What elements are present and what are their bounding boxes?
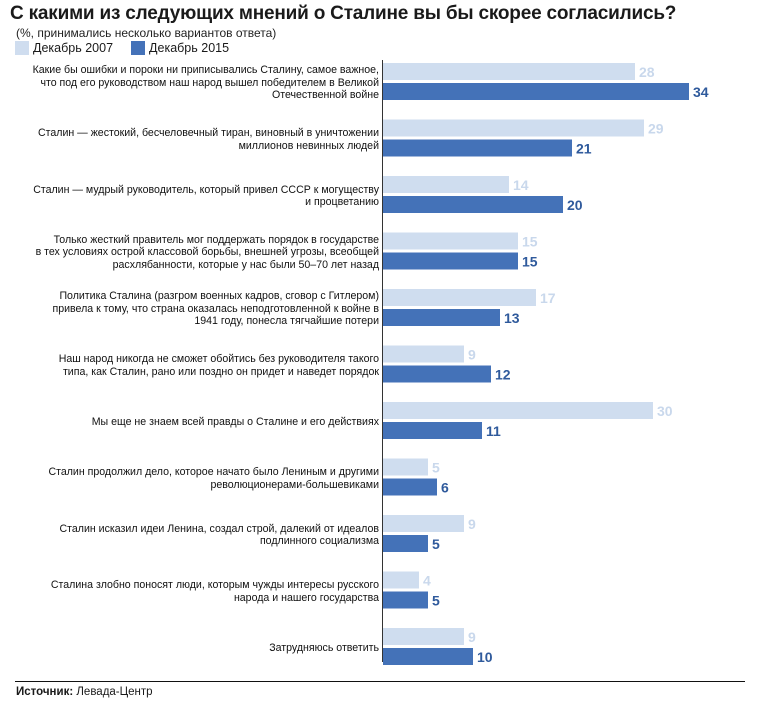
source-label: Источник: — [16, 686, 74, 698]
bar-2007 — [383, 458, 428, 476]
data-label-2015: 5 — [432, 593, 440, 609]
category-label-line: Только жесткий правитель мог поддержать … — [53, 233, 379, 246]
category-label-line: революционерами-большевиками — [210, 478, 379, 491]
category-label: Сталин исказил идеи Ленина, создал строй… — [7, 523, 379, 548]
data-label-2007: 9 — [468, 629, 476, 645]
category-label-line: Сталин — жестокий, бесчеловечный тиран, … — [38, 127, 379, 140]
legend: Декабрь 2007 Декабрь 2015 — [15, 41, 247, 55]
category-label-line: что под его руководством наш народ вышел… — [40, 76, 379, 89]
data-label-2015: 20 — [567, 197, 583, 213]
category-label-line: и процветанию — [305, 196, 379, 208]
category-label-line: расхлябанности, которые у нас были 50–70… — [112, 258, 379, 271]
category-label-line: подлинного социализма — [259, 535, 379, 547]
data-label-2007: 9 — [468, 516, 476, 532]
category-label-line: Наш народ никогда не сможет обойтись без… — [58, 353, 379, 366]
legend-swatch-2007 — [15, 41, 29, 55]
category-label-line: Сталина злобно поносят люди, которым чуж… — [50, 579, 379, 592]
bar-2015 — [383, 365, 491, 383]
data-label-2015: 10 — [477, 649, 493, 665]
data-label-2007: 14 — [513, 177, 529, 193]
category-label: Политика Сталина (разгром военных кадров… — [7, 290, 379, 327]
source-note: Источник: Левада-Центр — [16, 686, 153, 698]
bar-2015 — [383, 309, 500, 326]
data-label-2007: 9 — [468, 347, 476, 363]
data-label-2015: 21 — [576, 141, 592, 157]
data-label-2015: 15 — [522, 254, 538, 270]
category-label-line: в тех условиях острой классовой борьбы, … — [35, 246, 379, 259]
data-label-2015: 13 — [504, 310, 520, 326]
category-label: Только жесткий правитель мог поддержать … — [7, 234, 379, 271]
bar-2015 — [383, 139, 572, 157]
bar-2015 — [383, 478, 437, 496]
category-label: Затрудняюсь ответить — [7, 642, 379, 654]
category-label-line: Какие бы ошибки и пороки ни приписывалис… — [32, 64, 379, 77]
category-label: Сталин продолжил дело, которое начато бы… — [7, 466, 379, 491]
bar-2015 — [383, 591, 428, 609]
data-label-2007: 28 — [639, 64, 655, 80]
bar-2015 — [383, 83, 689, 100]
category-label: Сталин — мудрый руководитель, который пр… — [7, 184, 379, 209]
bar-2015 — [383, 252, 518, 270]
data-label-2015: 34 — [693, 84, 709, 100]
category-label-line: миллионов невинных людей — [238, 139, 379, 152]
chart-title: С какими из следующих мнений о Сталине в… — [10, 3, 677, 24]
category-label: Наш народ никогда не сможет обойтись без… — [7, 353, 379, 378]
bar-2007 — [383, 402, 653, 419]
bar-2007 — [383, 571, 419, 589]
category-label: Мы еще не знаем всей правды о Сталине и … — [7, 416, 379, 428]
category-label-line: Мы еще не знаем всей правды о Сталине и … — [91, 415, 379, 428]
legend-label-2015: Декабрь 2015 — [149, 41, 230, 55]
data-label-2007: 29 — [648, 121, 664, 137]
category-label-line: Отечественной войне — [272, 89, 379, 102]
source-value: Левада-Центр — [76, 686, 153, 698]
data-label-2015: 6 — [441, 480, 449, 496]
category-label-line: Затрудняюсь ответить — [269, 641, 379, 654]
source-divider — [15, 681, 745, 682]
category-label-line: 1941 году, понесла тягчайшие потери — [194, 315, 379, 328]
category-label-line: типа, как Сталин, рано или поздно он при… — [62, 365, 379, 378]
category-label-line: Сталин — мудрый руководитель, который пр… — [33, 183, 379, 196]
bar-2015 — [383, 422, 482, 439]
category-label-line: Политика Сталина (разгром военных кадров… — [59, 290, 379, 303]
bar-2007 — [383, 176, 509, 193]
data-label-2015: 12 — [495, 367, 511, 383]
category-label-line: народа и нашего государства — [233, 591, 379, 604]
bar-2007 — [383, 345, 464, 363]
data-label-2015: 5 — [432, 536, 440, 552]
bar-2015 — [383, 535, 428, 552]
chart-subtitle: (%, принимались несколько вариантов отве… — [16, 26, 277, 40]
legend-label-2007: Декабрь 2007 — [33, 41, 114, 55]
data-label-2007: 15 — [522, 234, 538, 250]
bar-2007 — [383, 119, 644, 137]
category-label-line: Сталин исказил идеи Ленина, создал строй… — [59, 522, 379, 535]
category-label: Какие бы ошибки и пороки ни приписывалис… — [7, 64, 379, 101]
bar-2015 — [383, 196, 563, 213]
legend-item-2015: Декабрь 2015 — [131, 41, 229, 55]
category-label-line: Сталин продолжил дело, которое начато бы… — [48, 466, 379, 479]
bar-2007 — [383, 515, 464, 532]
data-label-2007: 5 — [432, 460, 440, 476]
category-label-line: привела к тому, что страна оказалась неп… — [52, 302, 379, 315]
data-label-2007: 17 — [540, 290, 556, 306]
bar-2007 — [383, 289, 536, 306]
bar-2007 — [383, 63, 635, 80]
legend-item-2007: Декабрь 2007 — [15, 41, 113, 55]
bar-2007 — [383, 628, 464, 645]
category-label: Сталин — жестокий, бесчеловечный тиран, … — [7, 127, 379, 152]
data-label-2007: 30 — [657, 403, 673, 419]
data-label-2015: 11 — [486, 423, 501, 439]
bar-2007 — [383, 232, 518, 250]
legend-swatch-2015 — [131, 41, 146, 55]
category-label: Сталина злобно поносят люди, которым чуж… — [7, 579, 379, 604]
bar-2015 — [383, 648, 473, 665]
data-label-2007: 4 — [423, 573, 431, 589]
